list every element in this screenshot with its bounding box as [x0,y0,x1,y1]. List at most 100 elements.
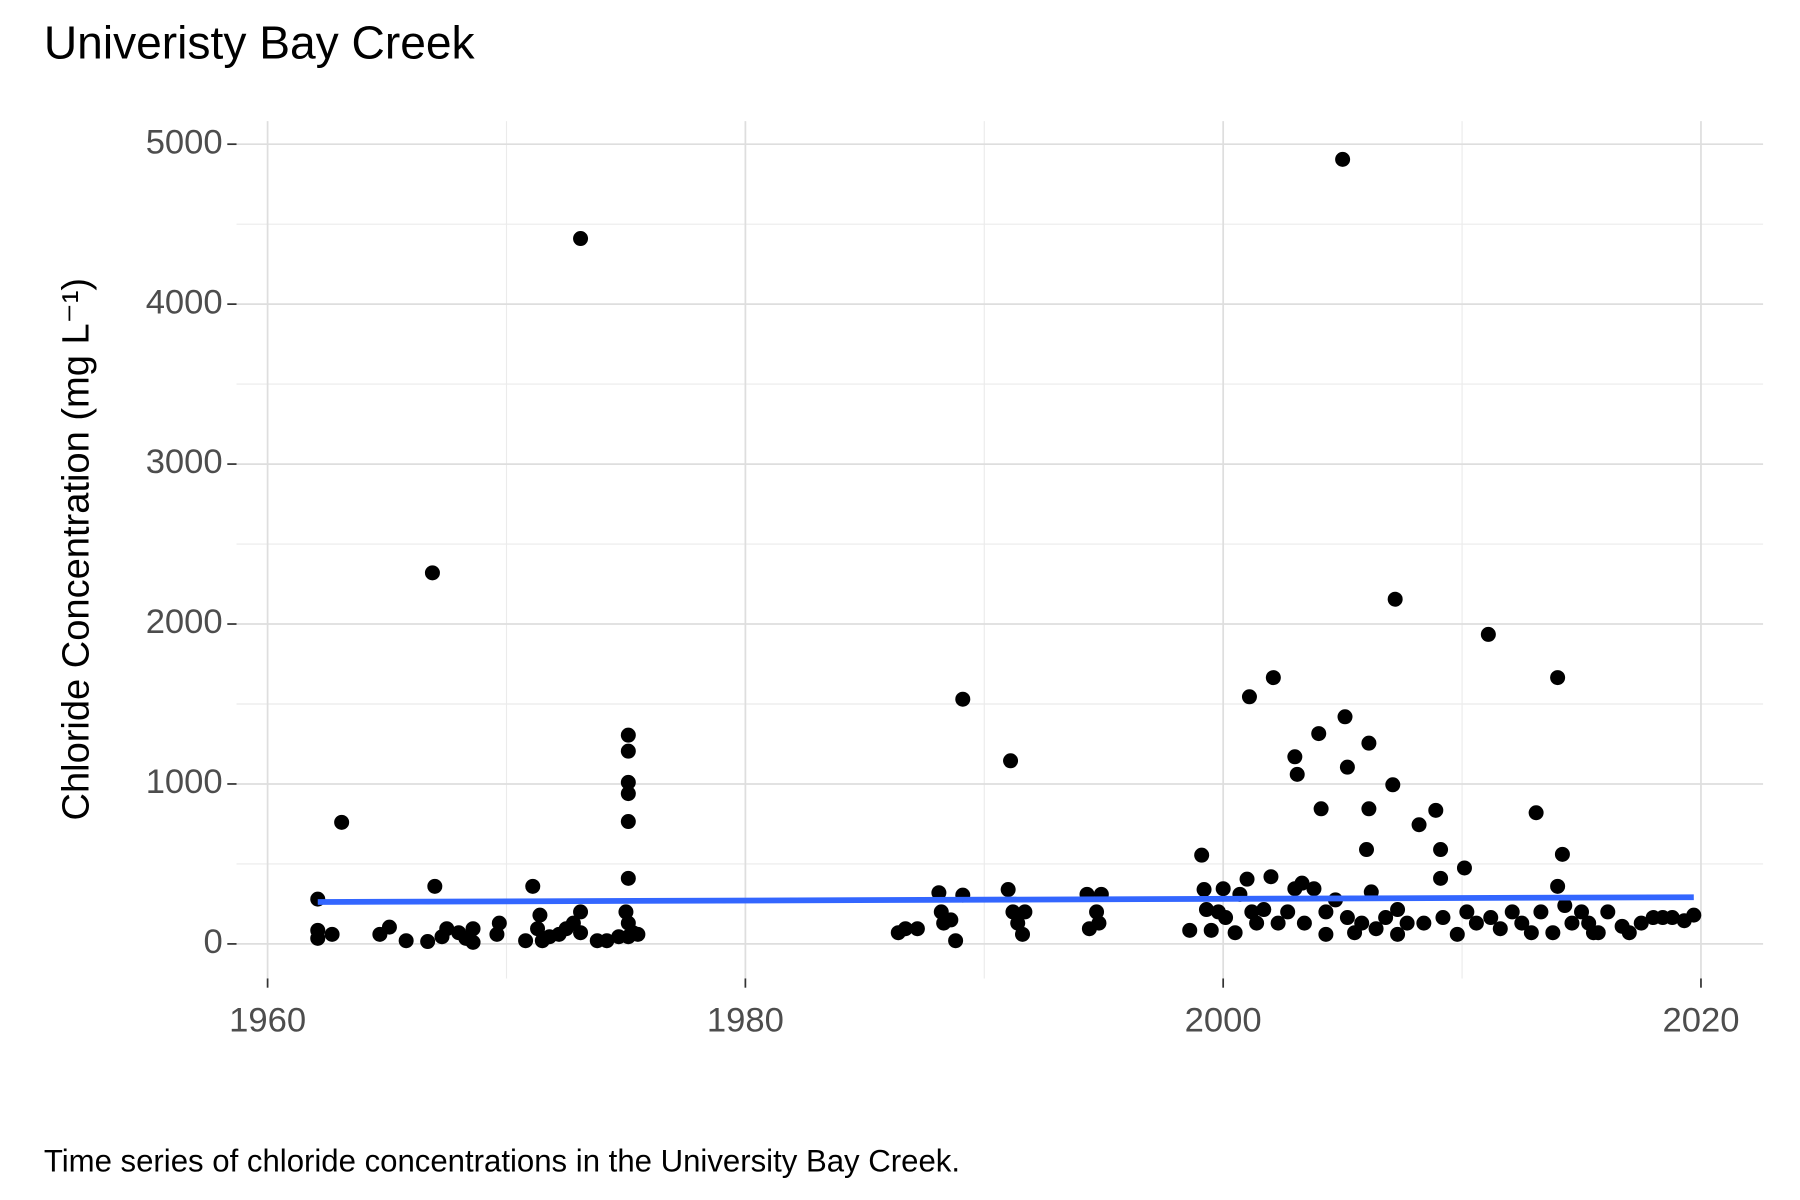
x-tick-label: 2000 [1185,1001,1262,1039]
data-point [955,691,971,707]
data-point [931,885,947,901]
data-point [897,921,913,937]
data-point [1280,904,1296,920]
data-point [1239,871,1255,887]
data-point [1399,915,1415,931]
data-point [943,912,959,928]
data-point [1550,670,1566,686]
data-point [1182,922,1198,938]
data-point [1263,869,1279,885]
data-point [424,565,440,581]
data-point [398,933,414,949]
y-tick-label: 4000 [146,283,223,321]
data-point [525,878,541,894]
data-point [1306,881,1322,897]
data-point [1492,921,1508,937]
data-point [1318,904,1334,920]
data-point [1664,910,1680,926]
data-point [573,904,589,920]
data-point [1361,735,1377,751]
data-point [420,934,436,950]
data-point [1468,915,1484,931]
data-point [1574,904,1590,920]
data-point [1015,926,1031,942]
data-point [1456,860,1472,876]
data-point [618,904,634,920]
data-point [1249,915,1265,931]
data-point [1633,915,1649,931]
data-point [1000,882,1016,898]
data-point [1339,910,1355,926]
data-point [1433,842,1449,858]
data-point [1287,749,1303,765]
data-point [491,915,507,931]
data-point [1270,915,1286,931]
data-point [1335,151,1351,167]
data-point [1244,904,1260,920]
data-point [439,921,455,937]
data-point [948,933,964,949]
data-point [1227,925,1243,941]
y-tick-label: 5000 [146,123,223,161]
data-point [1433,870,1449,886]
data-point [1428,802,1444,818]
data-point [1504,904,1520,920]
data-point [1241,689,1257,705]
data-point [1545,925,1561,941]
data-point [1203,922,1219,938]
data-point [1218,910,1234,926]
data-point [1296,915,1312,931]
data-point [1289,766,1305,782]
data-point [573,231,589,247]
data-point [1339,759,1355,775]
data-point [1361,801,1377,817]
data-point [381,919,397,935]
x-tick-label: 1960 [229,1001,306,1039]
data-point [1564,915,1580,931]
data-point [1435,910,1451,926]
data-point [599,933,615,949]
y-tick-label: 2000 [146,603,223,641]
data-point [532,907,548,923]
y-axis-label: Chloride Concentration (mg L⁻¹) [56,278,98,821]
data-point [489,926,505,942]
data-point [1449,926,1465,942]
data-point [465,934,481,950]
data-point [1354,915,1370,931]
data-point [620,774,636,790]
data-point [1557,898,1573,914]
data-point [1390,926,1406,942]
data-point [620,814,636,830]
data-point [427,878,443,894]
data-point [465,921,481,937]
data-point [1215,881,1231,897]
data-point [573,925,589,941]
caption: Time series of chloride concentrations i… [44,1143,960,1178]
data-point [334,814,350,830]
data-point [1198,902,1214,918]
data-point [1385,777,1401,793]
data-point [1256,902,1272,918]
data-point [1359,842,1375,858]
data-point [1621,925,1637,941]
data-point [1003,753,1019,769]
data-point [1480,626,1496,642]
data-point [1194,847,1210,863]
data-point [1294,875,1310,891]
data-point [909,921,925,937]
data-point [1313,801,1329,817]
data-point [1483,910,1499,926]
data-point [620,870,636,886]
data-point [1411,817,1427,833]
data-point [530,921,546,937]
data-point [1459,904,1475,920]
data-point [1554,846,1570,862]
data-point [1550,878,1566,894]
data-point [1196,882,1212,898]
data-point [1337,709,1353,725]
data-point [1089,904,1105,920]
data-point [324,926,340,942]
trend-line [317,894,1694,905]
data-point [1533,904,1549,920]
